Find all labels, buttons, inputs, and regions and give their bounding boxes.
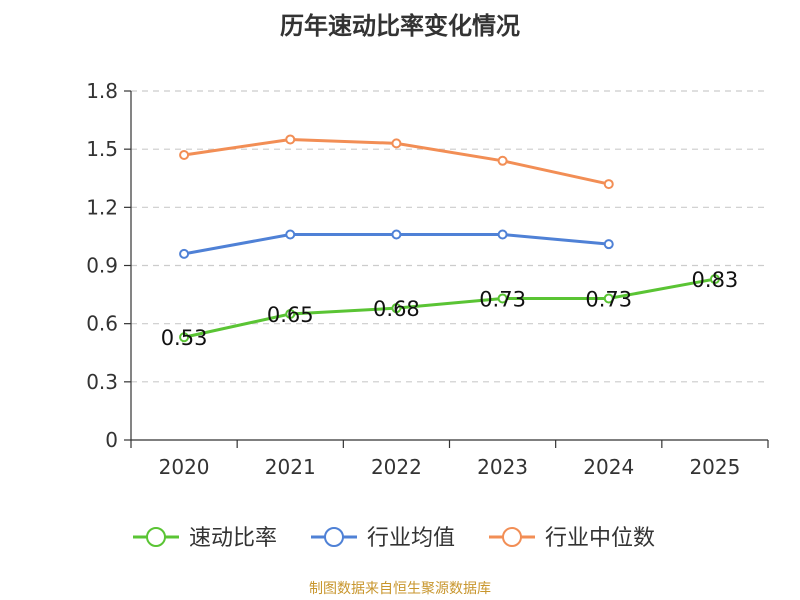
data-point xyxy=(497,155,508,166)
data-point xyxy=(497,293,508,304)
x-tick-label: 2021 xyxy=(265,455,316,479)
legend-item: 行业均值 xyxy=(311,526,455,551)
data-point xyxy=(391,138,402,149)
y-tick-label: 0.9 xyxy=(86,254,118,278)
grid-lines xyxy=(131,90,768,383)
data-label: 0.83 xyxy=(692,268,739,292)
data-labels: 0.53 0.65 0.68 0.73 0.73 0.83 xyxy=(161,268,739,350)
axes: 0 0.3 0.6 0.9 1.2 1.5 1.8 2020 2021 2022 2023 2024 2… xyxy=(86,79,769,479)
legend: 速动比率 行业均值 行业中位数 xyxy=(133,526,655,551)
data-label: 0.68 xyxy=(373,297,420,321)
data-point xyxy=(603,293,614,304)
data-label: 0.73 xyxy=(479,287,526,311)
legend-item: 行业中位数 xyxy=(489,526,655,551)
y-tick-label: 0 xyxy=(105,428,118,452)
y-tick-label: 1.8 xyxy=(86,79,118,103)
data-point xyxy=(285,308,296,319)
series-lines xyxy=(179,134,720,343)
data-point xyxy=(285,134,296,145)
data-point xyxy=(709,274,720,285)
data-point xyxy=(179,149,190,160)
data-label: 0.53 xyxy=(161,326,208,350)
legend-marker-icon xyxy=(502,527,522,547)
data-point xyxy=(603,179,614,190)
series-line-0 xyxy=(183,277,716,339)
legend-marker-icon xyxy=(146,527,166,547)
legend-marker-icon xyxy=(324,527,344,547)
data-point xyxy=(603,239,614,250)
legend-item: 速动比率 xyxy=(133,526,277,551)
data-point xyxy=(391,303,402,314)
y-tick-label: 0.3 xyxy=(86,370,118,394)
x-tick-label: 2023 xyxy=(477,455,528,479)
x-tick-label: 2024 xyxy=(583,455,634,479)
legend-label: 速动比率 xyxy=(189,526,277,551)
data-point xyxy=(179,332,190,343)
x-tick-label: 2020 xyxy=(159,455,210,479)
x-tick-label: 2022 xyxy=(371,455,422,479)
y-tick-label: 0.6 xyxy=(86,312,118,336)
data-label: 0.65 xyxy=(267,303,314,327)
chart-title: 历年速动比率变化情况 xyxy=(280,12,520,40)
y-tick-label: 1.2 xyxy=(86,195,118,219)
legend-label: 行业中位数 xyxy=(545,526,655,551)
y-tick-label: 1.5 xyxy=(86,137,118,161)
data-label: 0.73 xyxy=(585,287,632,311)
data-point xyxy=(497,229,508,240)
source-footer: 制图数据来自恒生聚源数据库 xyxy=(309,581,491,597)
legend-label: 行业均值 xyxy=(367,526,455,551)
data-point xyxy=(179,248,190,259)
data-point xyxy=(285,229,296,240)
x-tick-label: 2025 xyxy=(689,455,740,479)
data-point xyxy=(391,229,402,240)
